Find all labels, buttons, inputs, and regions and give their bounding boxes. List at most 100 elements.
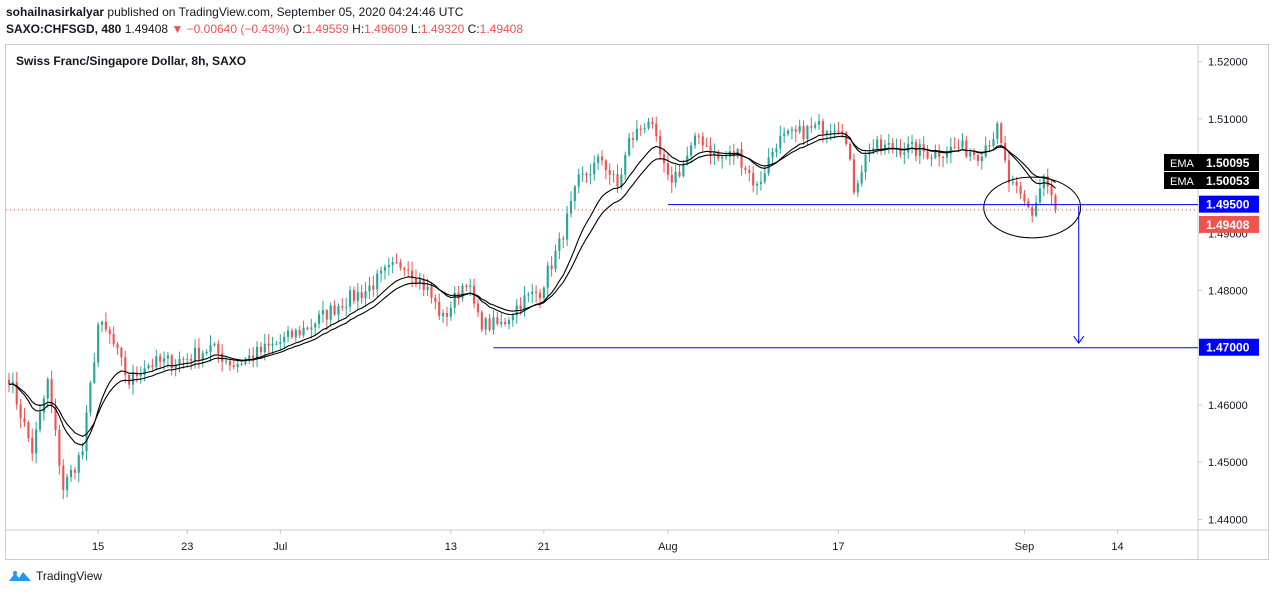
candles-layer — [7, 114, 1057, 500]
candle-body — [794, 129, 797, 132]
candle-body — [325, 310, 328, 320]
candle — [104, 312, 107, 333]
candle — [569, 191, 573, 218]
candle-body — [856, 183, 859, 193]
candle-body — [585, 173, 588, 176]
candle-body — [438, 301, 441, 317]
candle-body — [879, 139, 883, 149]
candle-body — [910, 141, 914, 144]
candle-body — [399, 262, 402, 268]
candle-body — [387, 264, 390, 268]
candle-body — [957, 147, 960, 149]
candle-body — [690, 145, 693, 156]
candle-body — [562, 238, 565, 240]
candle — [93, 352, 96, 385]
candle-body — [635, 128, 638, 140]
candle — [771, 147, 774, 165]
candle — [58, 424, 61, 475]
candle — [116, 341, 119, 355]
candle-body — [27, 422, 30, 438]
candle-body — [949, 146, 952, 154]
candle-body — [7, 379, 11, 385]
candle — [930, 153, 933, 167]
candle-body — [135, 372, 138, 377]
open-label: O: — [292, 22, 306, 36]
candle-body — [728, 151, 731, 157]
candle — [329, 302, 332, 327]
candle — [709, 137, 712, 165]
candle — [255, 341, 259, 368]
candle-body — [201, 353, 204, 360]
candle — [837, 121, 840, 135]
candle-body — [651, 121, 654, 124]
candle-body — [740, 149, 743, 168]
candle-body — [302, 327, 305, 336]
candle — [480, 310, 483, 333]
candle-body — [38, 412, 42, 430]
candle — [523, 286, 526, 317]
ema-badge-bg — [1164, 172, 1259, 189]
candle-body — [62, 465, 65, 490]
candle-body — [500, 321, 503, 324]
candle-body — [124, 357, 127, 375]
candle — [790, 126, 793, 140]
candle-body — [639, 128, 642, 130]
candle-body — [236, 364, 239, 368]
candle-body — [527, 294, 530, 296]
candle-body — [31, 437, 34, 454]
candle — [593, 155, 596, 181]
candle — [817, 114, 821, 130]
candle — [504, 318, 507, 327]
candle-body — [147, 365, 150, 369]
candle-body — [566, 213, 569, 240]
candle — [662, 147, 666, 173]
ema-badge-value: 1.50095 — [1206, 156, 1250, 170]
author-name[interactable]: sohailnasirkalyar — [6, 5, 105, 19]
candle-body — [345, 306, 348, 308]
candle — [484, 316, 487, 336]
published-text: published on TradingView.com, September … — [107, 5, 464, 19]
candle-body — [678, 171, 681, 177]
candle-body — [523, 295, 526, 310]
tradingview-brand[interactable]: TradingView — [36, 569, 103, 583]
candle — [666, 153, 669, 181]
candle-body — [817, 121, 821, 125]
candle-body — [918, 144, 921, 156]
candle-body — [104, 321, 107, 330]
candle — [957, 139, 960, 153]
candle — [810, 117, 813, 133]
candle-body — [411, 270, 414, 279]
candle — [298, 325, 301, 339]
candle-body — [511, 315, 514, 321]
candle — [15, 371, 18, 410]
highlight-ellipse[interactable] — [983, 176, 1082, 239]
symbol-label: SAXO:CHFSGD, 480 — [6, 22, 122, 36]
time-tick-label: 14 — [1111, 541, 1123, 553]
target-arrow-head[interactable] — [1073, 335, 1085, 345]
chart-frame[interactable] — [5, 44, 1269, 560]
candle-body — [422, 279, 425, 291]
candle-body — [845, 132, 848, 144]
candle — [845, 131, 848, 147]
candle-body — [887, 143, 890, 145]
candle — [1038, 178, 1042, 205]
candle — [69, 464, 73, 482]
candle-body — [984, 145, 987, 157]
candle — [655, 116, 658, 142]
candle — [341, 298, 344, 311]
candle — [585, 172, 588, 184]
candle — [779, 125, 782, 154]
candle-body — [434, 297, 437, 302]
candle-body — [209, 345, 212, 352]
candle-body — [352, 290, 356, 301]
current-price-badge: 1.49408 — [1199, 215, 1259, 233]
candle-body — [93, 362, 96, 383]
candle-body — [790, 129, 793, 131]
tradingview-logo-icon[interactable] — [8, 569, 32, 583]
candle-body — [267, 343, 270, 346]
candle — [701, 132, 704, 153]
candle — [271, 336, 274, 355]
candle — [600, 150, 604, 166]
candle-body — [488, 318, 491, 330]
